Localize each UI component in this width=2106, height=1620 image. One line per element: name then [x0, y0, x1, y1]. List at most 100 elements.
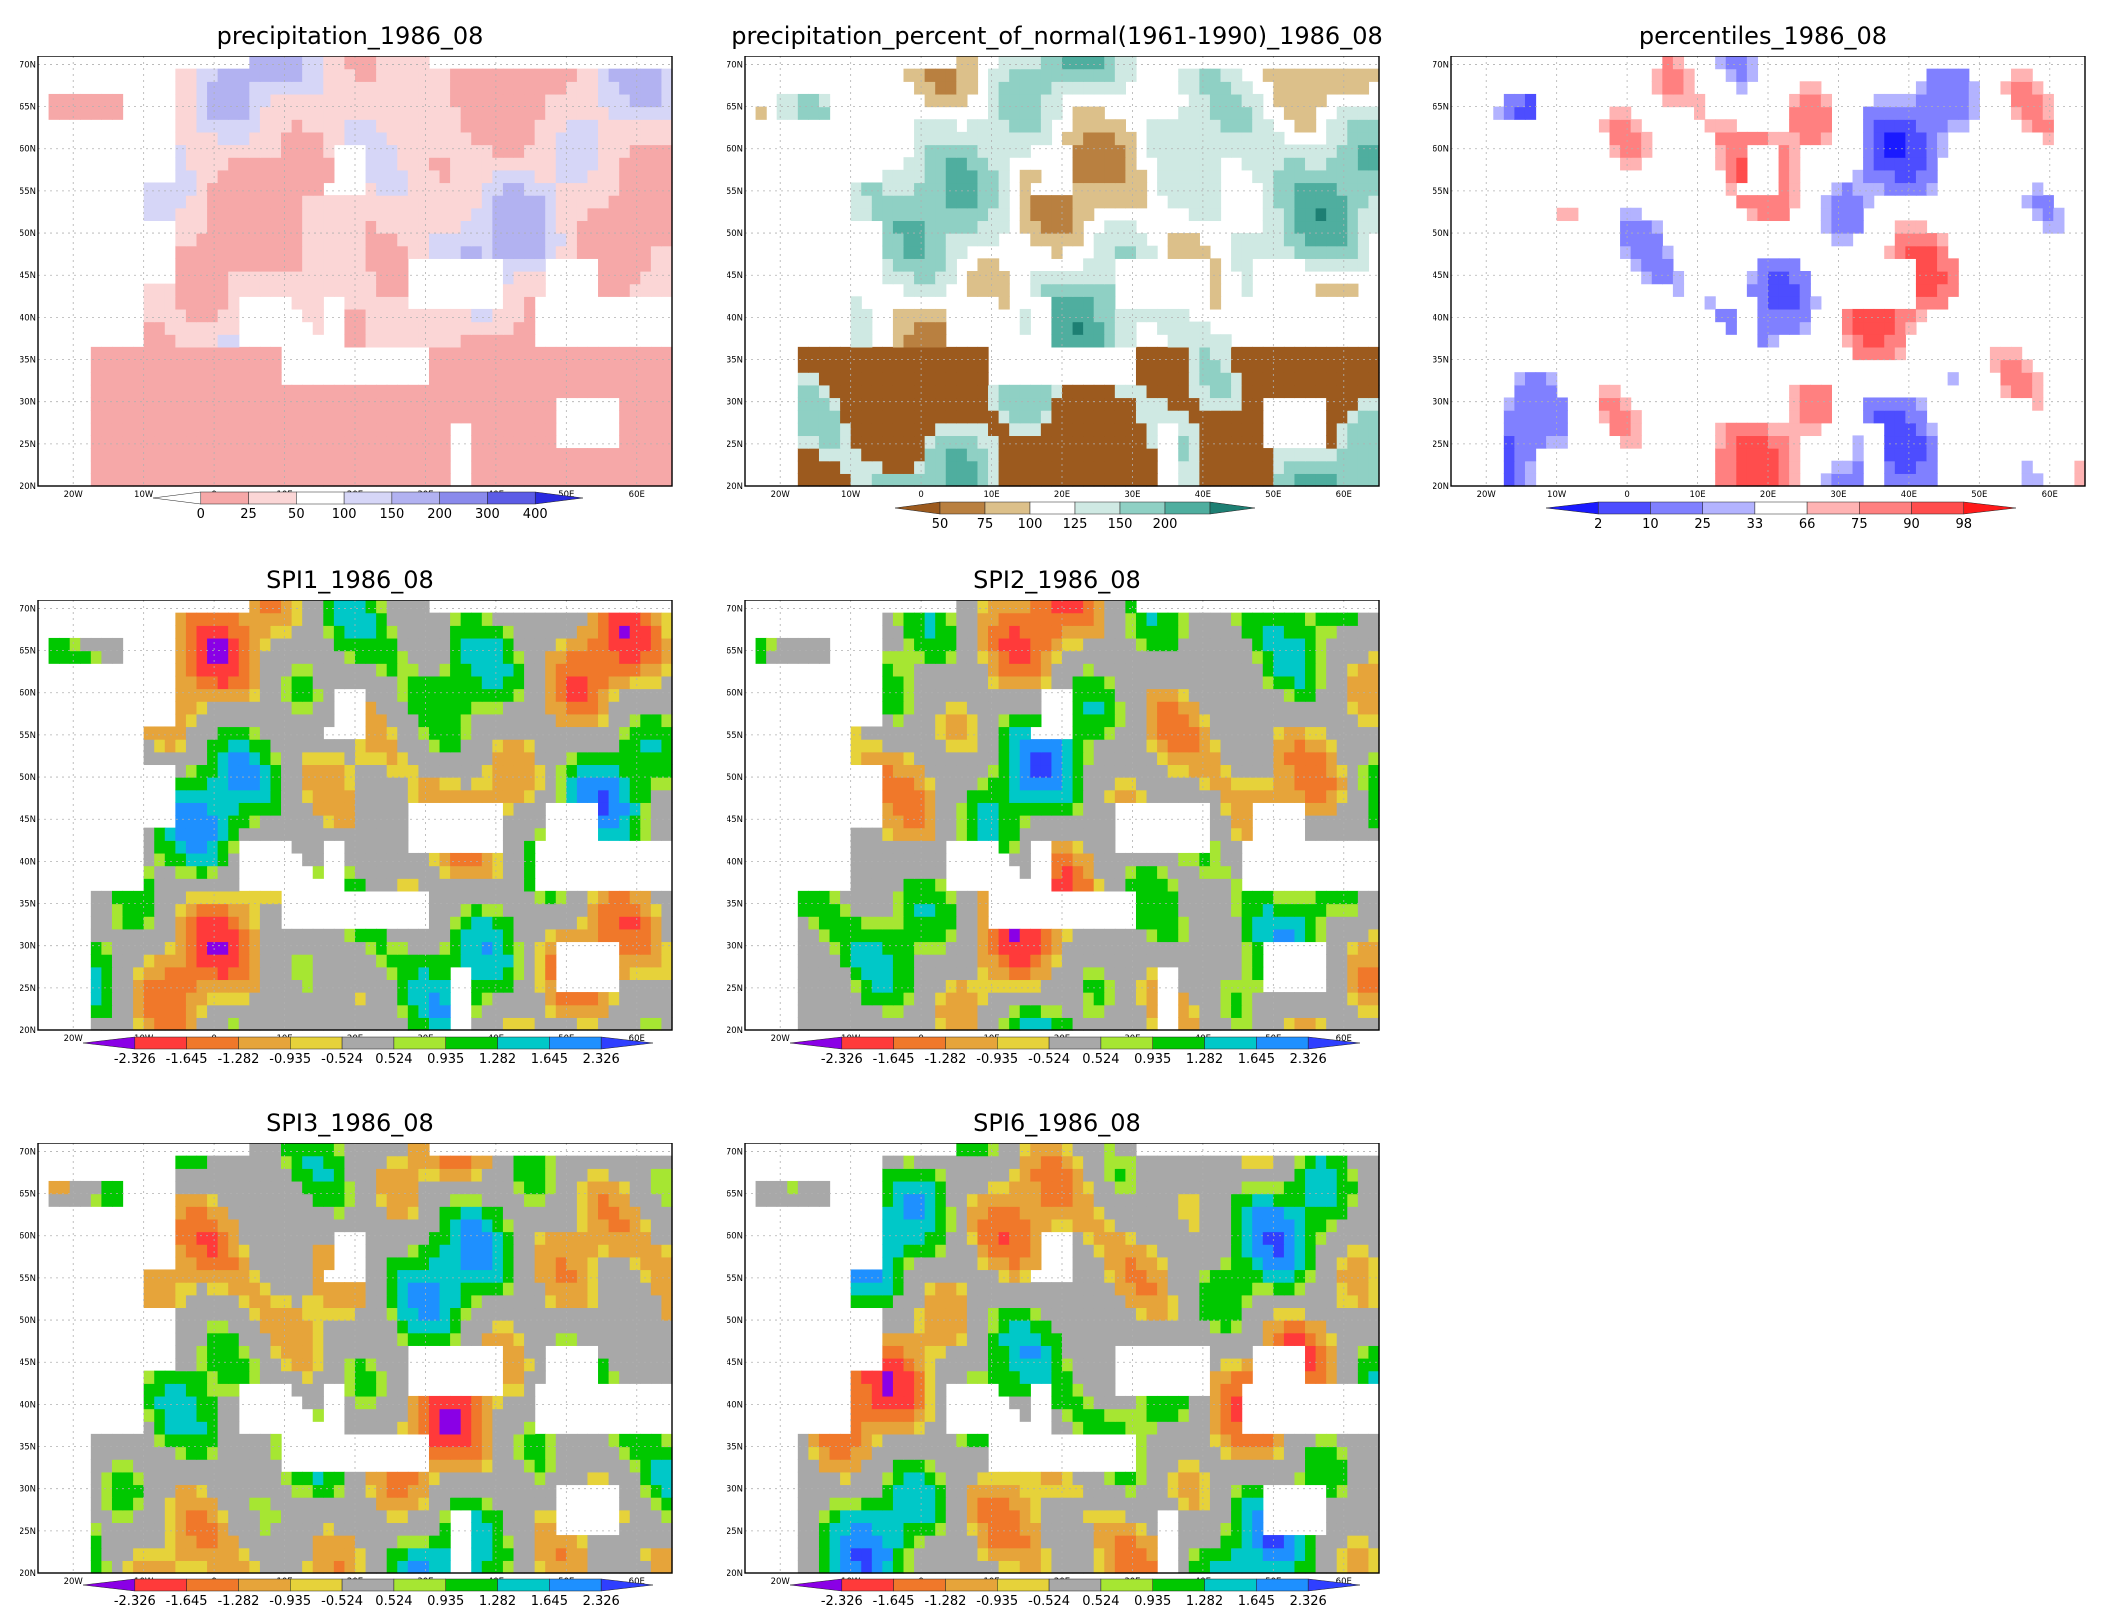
colorbar-spi3: -2.326 -1.645 -1.282 -0.935 -0.524 0.524 0.935…	[82, 1578, 654, 1609]
lat-tick-label: 50N	[727, 229, 743, 239]
lat-tick-label: 50N	[727, 773, 743, 783]
colorbar-label: -0.935	[269, 1052, 311, 1067]
colorbar-label: 2.326	[583, 1052, 620, 1067]
colorbar-label: 400	[523, 507, 548, 522]
lon-tick-label: 0	[1624, 490, 1629, 500]
colorbar-swatch	[200, 491, 249, 505]
map-frame	[37, 56, 673, 487]
lat-tick-label: 25N	[20, 984, 36, 994]
lon-tick-label: 20W	[1477, 490, 1497, 500]
colorbar-label: 10	[1642, 517, 1659, 532]
lon-tick-label: 40E	[1195, 490, 1211, 500]
colorbar-precipitation-percent: 50 75 100 125 150 200	[894, 501, 1256, 532]
colorbar-label: 75	[977, 517, 994, 532]
colorbar-swatch	[1100, 1578, 1153, 1592]
colorbar-swatch	[1048, 1578, 1102, 1592]
colorbar-swatch	[549, 1036, 602, 1050]
lat-tick-label: 70N	[727, 604, 743, 614]
lat-tick-label: 30N	[727, 1485, 743, 1495]
lon-tick-label: 60E	[629, 1034, 645, 1044]
colorbar-swatch	[296, 491, 345, 505]
colorbar-label: 2	[1594, 517, 1602, 532]
colorbar-label: -1.645	[166, 1594, 208, 1609]
colorbar-swatch	[497, 1578, 550, 1592]
lon-tick-label: 10E	[983, 490, 999, 500]
colorbar-label: -0.935	[269, 1594, 311, 1609]
colorbar-label: 2.326	[583, 1594, 620, 1609]
lon-tick-label: 60E	[1336, 1577, 1352, 1587]
colorbar-swatch	[391, 491, 440, 505]
lat-tick-label: 65N	[727, 647, 743, 657]
lat-tick-label: 55N	[20, 187, 36, 197]
colorbar-swatch	[341, 1036, 395, 1050]
colorbar-label: 1.282	[479, 1052, 516, 1067]
colorbar-label: 1.645	[1238, 1052, 1275, 1067]
colorbar-swatch	[1074, 501, 1121, 515]
colorbar-label: 1.282	[479, 1594, 516, 1609]
map-spi1: 70N65N60N55N50N45N40N35N30N25N20N20W10W0…	[20, 600, 673, 1044]
colorbar-swatch	[152, 491, 202, 505]
lat-tick-label: 20N	[727, 482, 743, 492]
colorbar-label: 50	[932, 517, 949, 532]
colorbar-label: -0.524	[1028, 1594, 1070, 1609]
lon-tick-label: 20E	[1054, 490, 1070, 500]
map-frame	[744, 56, 1380, 487]
lat-tick-label: 35N	[20, 356, 36, 366]
lat-tick-label: 70N	[727, 1147, 743, 1157]
colorbar-label: -1.645	[873, 1594, 915, 1609]
colorbar-swatch	[134, 1578, 187, 1592]
colorbar-label: -1.645	[873, 1052, 915, 1067]
lat-tick-label: 45N	[727, 1358, 743, 1368]
colorbar-swatch	[893, 1036, 946, 1050]
lon-tick-label: 30E	[1830, 490, 1846, 500]
colorbar-swatch	[1164, 501, 1211, 515]
colorbar-swatch	[1963, 501, 2017, 515]
lat-tick-label: 60N	[20, 689, 36, 699]
colorbar-spi2: -2.326 -1.645 -1.282 -0.935 -0.524 0.524 0.935…	[789, 1036, 1361, 1067]
colorbar-swatch	[997, 1036, 1050, 1050]
graticule	[1451, 56, 2085, 486]
lat-tick-label: 50N	[20, 773, 36, 783]
colorbar-label: 25	[240, 507, 257, 522]
colorbar-swatch	[945, 1578, 998, 1592]
colorbar-label: 0.524	[1082, 1052, 1119, 1067]
colorbar-label: 66	[1799, 517, 1816, 532]
colorbar-label: 98	[1956, 517, 1973, 532]
lat-tick-label: 60N	[1433, 145, 1449, 155]
lon-tick-label: 10W	[1547, 490, 1567, 500]
lon-tick-label: 0	[918, 490, 923, 500]
lat-tick-label: 65N	[1433, 103, 1449, 113]
colorbar-label: -2.326	[821, 1052, 863, 1067]
colorbar-swatch	[1256, 1578, 1309, 1592]
panel-title: SPI2_1986_08	[973, 566, 1141, 594]
lat-tick-label: 25N	[20, 440, 36, 450]
map-spi6: 70N65N60N55N50N45N40N35N30N25N20N20W10W0…	[727, 1143, 1380, 1587]
colorbar-label: -0.524	[1028, 1052, 1070, 1067]
colorbar-swatch	[939, 501, 986, 515]
map-precipitation: 70N65N60N55N50N45N40N35N30N25N20N20W10W0…	[20, 56, 673, 500]
colorbar-percentiles: 2 10 25 33 66 75 90 98	[1545, 501, 2017, 532]
colorbar-label: -1.282	[217, 1052, 259, 1067]
lat-tick-label: 35N	[20, 1443, 36, 1453]
colorbar-swatch	[341, 1578, 395, 1592]
lat-tick-label: 45N	[20, 815, 36, 825]
lat-tick-label: 70N	[1433, 60, 1449, 70]
colorbar-swatch	[945, 1036, 998, 1050]
lat-tick-label: 35N	[727, 1443, 743, 1453]
lat-tick-label: 20N	[727, 1569, 743, 1579]
colorbar-swatch	[1545, 501, 1599, 515]
colorbar-swatch	[82, 1578, 136, 1592]
colorbar-label: 0.935	[1134, 1594, 1171, 1609]
colorbar-swatch	[186, 1036, 239, 1050]
panel-title: precipitation_1986_08	[216, 22, 484, 50]
lat-tick-label: 70N	[727, 60, 743, 70]
lat-tick-label: 45N	[727, 271, 743, 281]
colorbar-swatch	[1152, 1578, 1205, 1592]
colorbar-swatch	[1597, 501, 1651, 515]
panel-title: percentiles_1986_08	[1638, 22, 1888, 50]
colorbar-swatch	[290, 1578, 343, 1592]
lat-tick-label: 65N	[20, 103, 36, 113]
colorbar-swatch	[894, 501, 941, 515]
colorbar-swatch	[1100, 1036, 1153, 1050]
colorbar-label: -0.524	[321, 1052, 363, 1067]
